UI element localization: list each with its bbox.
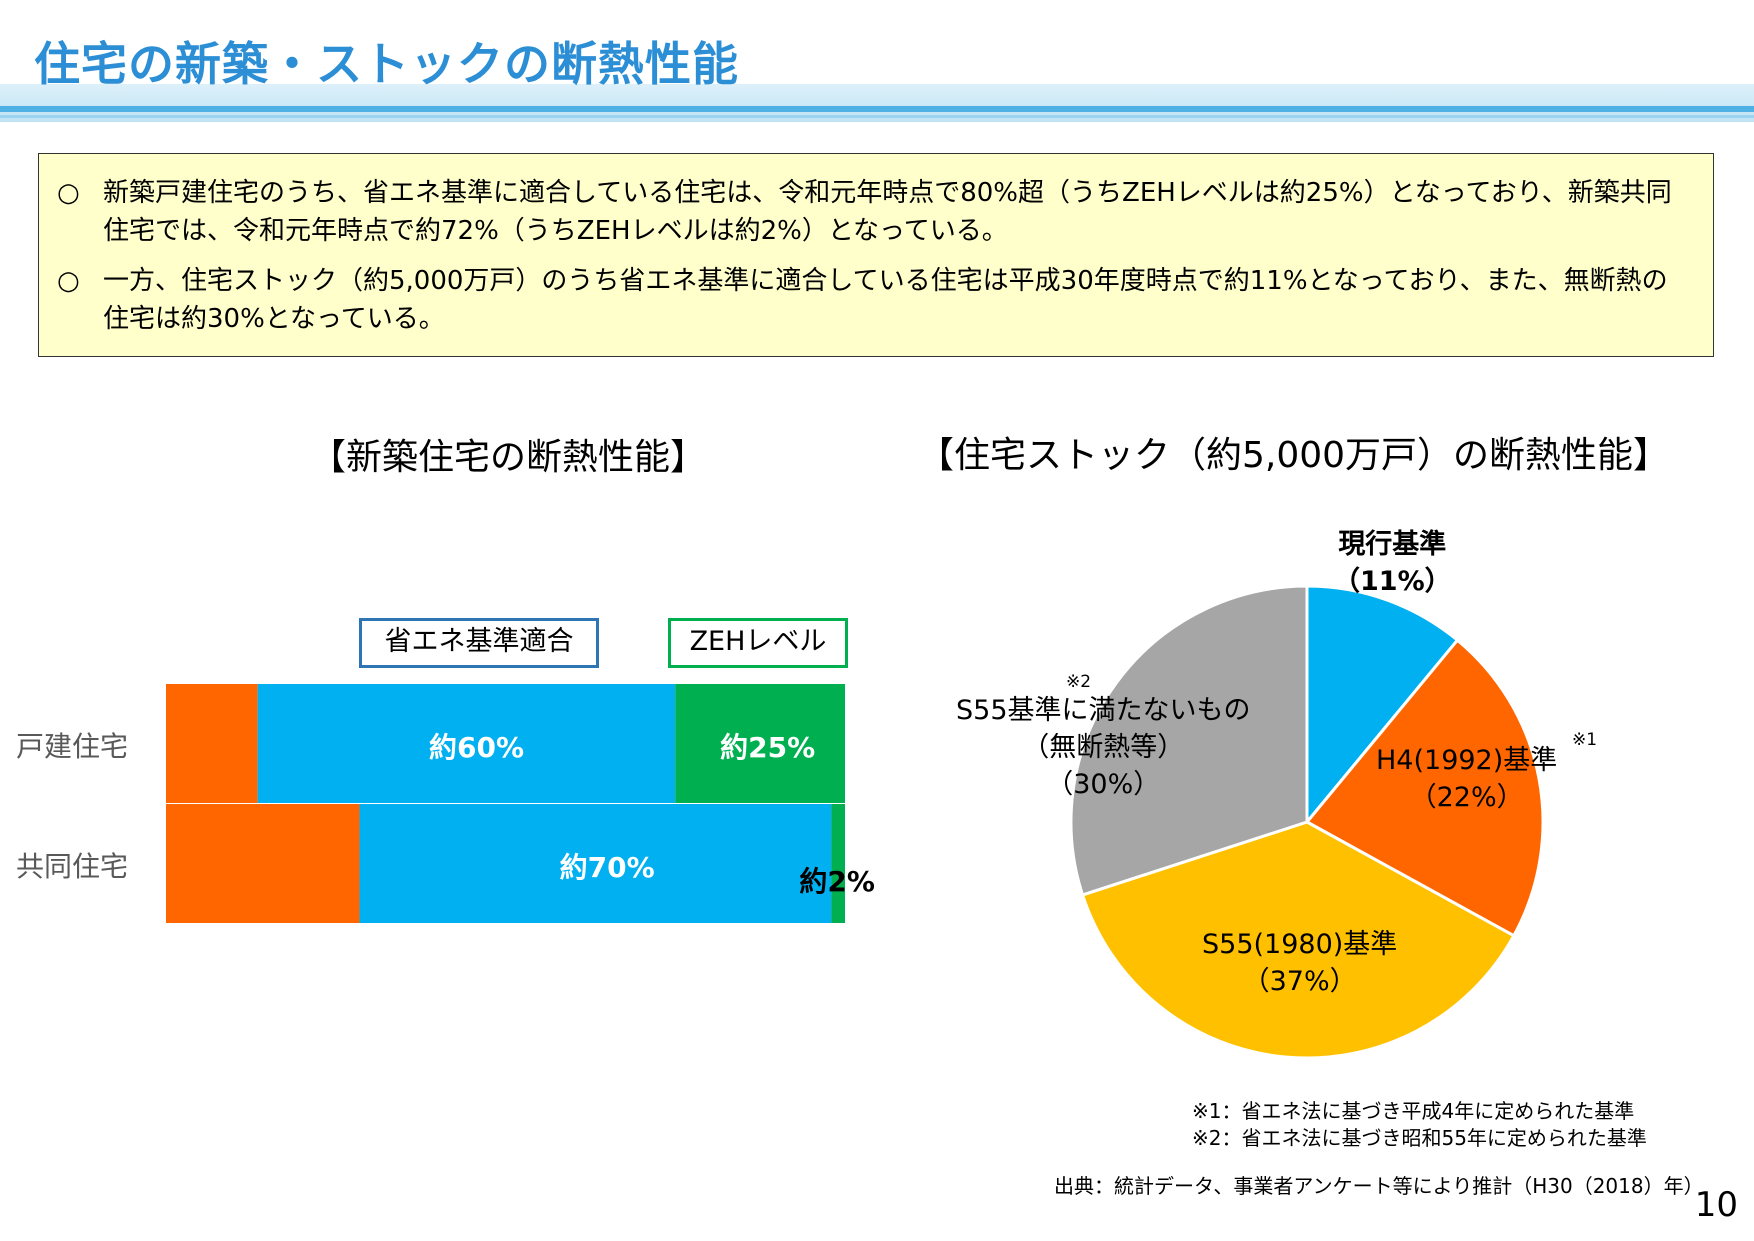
- summary-text: 新築戸建住宅のうち、省エネ基準に適合している住宅は、令和元年時点で80%超（うち…: [103, 178, 1672, 246]
- bullet-circle-icon: ○: [57, 178, 80, 208]
- summary-item: ○ 新築戸建住宅のうち、省エネ基準に適合している住宅は、令和元年時点で80%超（…: [57, 174, 1687, 250]
- pie-label-s55-pct: （37%）: [1242, 966, 1357, 997]
- pie-label-h4-name: H4(1992)基準: [1376, 745, 1558, 776]
- title-rule: [0, 106, 1754, 112]
- bar-zeh-1: [831, 804, 845, 923]
- source-note: 出典：統計データ、事業者アンケート等により推計（H30（2018）年）: [1054, 1174, 1704, 1198]
- title-rule-secondary: [0, 115, 1754, 118]
- pie-slice-pie_s55: [1080, 820, 1516, 1060]
- summary-box: ○ 新築戸建住宅のうち、省エネ基準に適合している住宅は、令和元年時点で80%超（…: [38, 153, 1714, 357]
- pie-plot-area: [1069, 584, 1545, 1060]
- pie-label-h4-pct: （22%）: [1409, 782, 1524, 813]
- legend-compliant: 省エネ基準適合: [359, 618, 599, 668]
- legend-zeh: ZEHレベル: [668, 618, 848, 668]
- pie-slice-pie_current: [1305, 584, 1460, 827]
- bar-zeh-0: [675, 684, 845, 803]
- pie-label-current-pct: （11%）: [1333, 566, 1452, 597]
- bullet-circle-icon: ○: [57, 266, 80, 296]
- page-number: 10: [1694, 1185, 1738, 1225]
- row-label-detached: 戸建住宅: [16, 730, 129, 763]
- bar-chart-title: 【新築住宅の断熱性能】: [310, 437, 707, 478]
- pie-note-marker-2: ※2: [1066, 672, 1092, 692]
- summary-item: ○ 一方、住宅ストック（約5,000万戸）のうち省エネ基準に適合している住宅は平…: [57, 262, 1687, 338]
- pie-slice-pie_h4: [1304, 638, 1545, 938]
- pie-label-s55: S55(1980)基準 （37%）: [1202, 926, 1397, 1000]
- bar-value-label: 約2%: [799, 864, 875, 898]
- row-label-apartment: 共同住宅: [16, 850, 129, 883]
- bar-not_compliant-1: [166, 804, 360, 923]
- bar-value-label: 約70%: [559, 850, 655, 884]
- pie-label-below-sub: （無断熱等）: [1022, 732, 1185, 763]
- footnote-1: ※1：省エネ法に基づき平成4年に定められた基準: [1192, 1099, 1635, 1123]
- pie-label-h4: H4(1992)基準 （22%）: [1376, 742, 1557, 816]
- bar-not_compliant-0: [166, 684, 258, 803]
- bar-compliant-0: [257, 684, 676, 803]
- pie-label-below-pct: （30%）: [1046, 769, 1161, 800]
- pie-chart-title: 【住宅ストック（約5,000万戸）の断熱性能】: [918, 435, 1670, 476]
- pie-label-below: S55基準に満たないもの （無断熱等） （30%）: [956, 692, 1251, 803]
- pie-label-current: 現行基準 （11%）: [1333, 526, 1452, 600]
- summary-text: 一方、住宅ストック（約5,000万戸）のうち省エネ基準に適合している住宅は平成3…: [103, 266, 1668, 334]
- pie-note-marker-1: ※1: [1572, 730, 1598, 750]
- bar-plot-area: [166, 684, 845, 923]
- page-title: 住宅の新築・ストックの断熱性能: [34, 37, 739, 91]
- footnote-2: ※2：省エネ法に基づき昭和55年に定められた基準: [1192, 1126, 1647, 1150]
- pie-label-current-name: 現行基準: [1338, 529, 1447, 560]
- pie-label-below-name: S55基準に満たないもの: [956, 695, 1251, 726]
- pie-slice-pie_below: [1069, 584, 1309, 897]
- bar-value-label: 約60%: [428, 730, 525, 764]
- pie-label-s55-name: S55(1980)基準: [1202, 929, 1398, 960]
- bar-value-label: 約25%: [720, 730, 816, 764]
- bar-compliant-1: [359, 804, 832, 923]
